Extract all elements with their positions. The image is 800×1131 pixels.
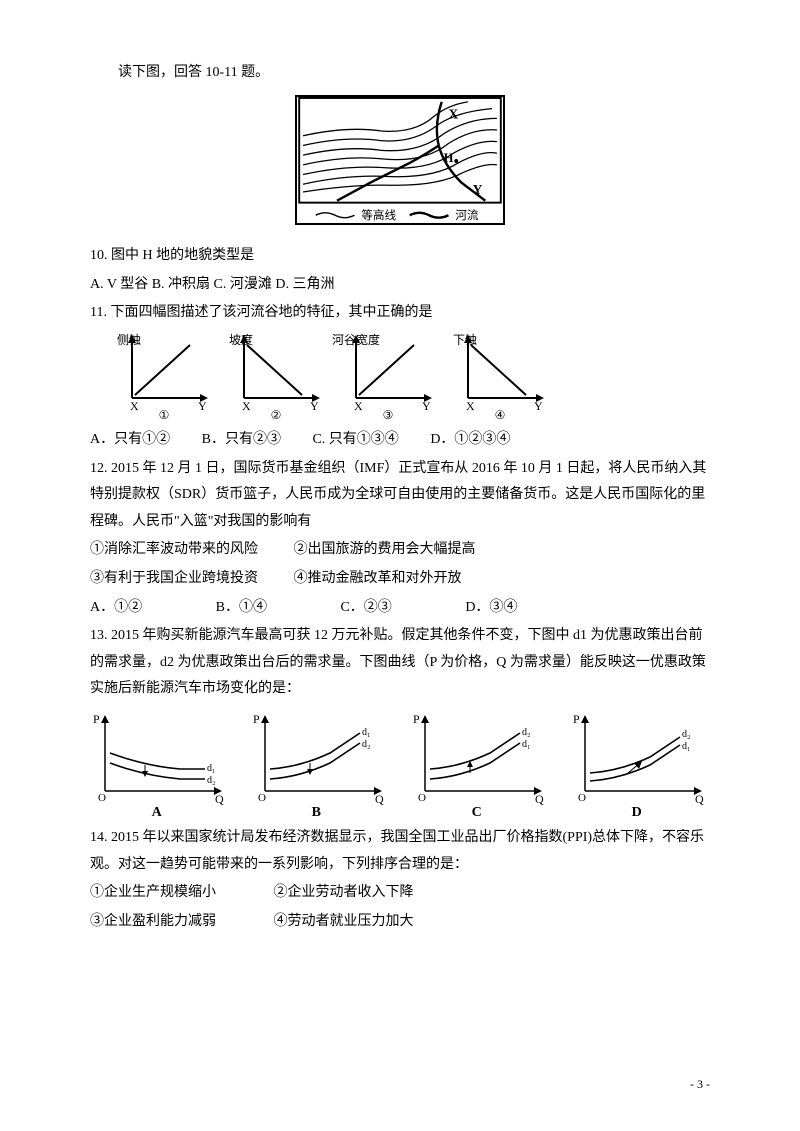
- svg-text:Q: Q: [695, 792, 704, 806]
- q14-row1: ①企业生产规模缩小 ②企业劳动者收入下降: [90, 880, 710, 907]
- q12-optB: B．①④: [216, 600, 267, 615]
- q13-stem: 13. 2015 年购买新能源汽车最高可获 12 万元补贴。假定其他条件不变，下…: [90, 623, 710, 703]
- chart3-num: ③: [383, 404, 394, 427]
- topographic-map-svg: X H Y 等高线 河流: [295, 95, 505, 225]
- map-label-y: Y: [473, 182, 483, 197]
- svg-text:O: O: [98, 792, 106, 804]
- legend-river: 河流: [455, 208, 479, 222]
- demand-A: P O Q d₁ d₂ A: [90, 711, 230, 821]
- svg-text:Y: Y: [310, 399, 319, 411]
- q14-s3: ③企业盈利能力减弱: [90, 909, 270, 936]
- svg-text:O: O: [258, 792, 266, 804]
- q14-s1: ①企业生产规模缩小: [90, 880, 270, 907]
- svg-text:P: P: [253, 712, 260, 726]
- q11-optD: D．①②③④: [430, 432, 510, 447]
- q11-stem: 11. 下面四幅图描述了该河流谷地的特征，其中正确的是: [90, 300, 710, 327]
- q12-statements-row1: ①消除汇率波动带来的风险 ②出国旅游的费用会大幅提高: [90, 537, 710, 564]
- svg-text:d₁: d₁: [362, 727, 371, 738]
- q12-stem: 12. 2015 年 12 月 1 日，国际货币基金组织（IMF）正式宣布从 2…: [90, 456, 710, 536]
- demand-C: P O Q d₂ d₁ C: [410, 711, 550, 821]
- legend-contour: 等高线: [361, 208, 396, 222]
- chart1-title: 侧蚀: [117, 329, 141, 352]
- q10-stem: 10. 图中 H 地的地貌类型是: [90, 243, 710, 270]
- svg-text:d₂: d₂: [207, 775, 216, 786]
- q12-s1: ①消除汇率波动带来的风险: [90, 537, 290, 564]
- topographic-map-figure: X H Y 等高线 河流: [90, 95, 710, 236]
- q12-optC: C．②③: [340, 600, 391, 615]
- q12-s2: ②出国旅游的费用会大幅提高: [294, 542, 476, 557]
- demand-D-label: D: [632, 800, 642, 827]
- q12-statements-row2: ③有利于我国企业跨境投资 ④推动金融改革和对外开放: [90, 566, 710, 593]
- page-number: - 3 -: [690, 1073, 710, 1096]
- q14-row2: ③企业盈利能力减弱 ④劳动者就业压力加大: [90, 909, 710, 936]
- q11-optC: C. 只有①③④: [312, 432, 398, 447]
- map-label-x: X: [448, 106, 458, 121]
- svg-text:d₁: d₁: [207, 763, 216, 774]
- svg-text:O: O: [418, 792, 426, 804]
- svg-text:P: P: [93, 712, 100, 726]
- chart2-title: 坡度: [229, 329, 253, 352]
- svg-text:X: X: [130, 399, 139, 411]
- q10-options: A. V 型谷 B. 冲积扇 C. 河漫滩 D. 三角洲: [90, 272, 710, 299]
- svg-text:d₂: d₂: [522, 727, 531, 738]
- svg-text:Q: Q: [535, 792, 544, 806]
- svg-text:X: X: [466, 399, 475, 411]
- chart4-title: 下蚀: [453, 329, 477, 352]
- chart3-title: 河谷宽度: [332, 329, 380, 352]
- q13-charts: P O Q d₁ d₂ A P O Q d₁ d₂ B: [90, 711, 710, 821]
- svg-text:P: P: [573, 712, 580, 726]
- demand-C-label: C: [472, 800, 482, 827]
- q11-charts: 侧蚀 X Y ① 坡度 X Y ② 河谷宽度: [120, 333, 710, 423]
- q11-optB: B．只有②③: [202, 432, 281, 447]
- q14-s4: ④劳动者就业压力加大: [274, 914, 414, 929]
- q12-options: A．①② B．①④ C．②③ D．③④: [90, 595, 710, 622]
- svg-text:d₁: d₁: [522, 739, 531, 750]
- svg-text:X: X: [242, 399, 251, 411]
- chart4-num: ④: [495, 404, 506, 427]
- svg-text:Y: Y: [422, 399, 431, 411]
- map-label-h: H: [444, 151, 454, 165]
- chart-2: 坡度 X Y ②: [232, 333, 324, 423]
- demand-A-label: A: [152, 800, 162, 827]
- q14-s2: ②企业劳动者收入下降: [274, 885, 414, 900]
- chart1-num: ①: [159, 404, 170, 427]
- q12-optA: A．①②: [90, 600, 142, 615]
- q12-s3: ③有利于我国企业跨境投资: [90, 566, 290, 593]
- demand-B: P O Q d₁ d₂ B: [250, 711, 390, 821]
- demand-D: P O Q d₂ d₁ D: [570, 711, 710, 821]
- q14-stem: 14. 2015 年以来国家统计局发布经济数据显示，我国全国工业品出厂价格指数(…: [90, 825, 710, 878]
- svg-text:Y: Y: [534, 399, 543, 411]
- q12-optD: D．③④: [465, 600, 517, 615]
- svg-text:d₂: d₂: [682, 729, 691, 740]
- q11-optA: A．只有①②: [90, 432, 170, 447]
- svg-text:O: O: [578, 792, 586, 804]
- chart-4: 下蚀 X Y ④: [456, 333, 548, 423]
- svg-text:Y: Y: [198, 399, 207, 411]
- chart-1: 侧蚀 X Y ①: [120, 333, 212, 423]
- q12-s4: ④推动金融改革和对外开放: [294, 571, 462, 586]
- chart2-num: ②: [271, 404, 282, 427]
- q11-options: A．只有①② B．只有②③ C. 只有①③④ D．①②③④: [90, 427, 710, 454]
- demand-B-label: B: [312, 800, 321, 827]
- svg-text:P: P: [413, 712, 420, 726]
- svg-text:d₂: d₂: [362, 739, 371, 750]
- svg-text:Q: Q: [375, 792, 384, 806]
- svg-text:Q: Q: [215, 792, 224, 806]
- svg-text:d₁: d₁: [682, 741, 691, 752]
- svg-text:X: X: [354, 399, 363, 411]
- chart-3: 河谷宽度 X Y ③: [344, 333, 436, 423]
- intro-text: 读下图，回答 10-11 题。: [90, 60, 710, 87]
